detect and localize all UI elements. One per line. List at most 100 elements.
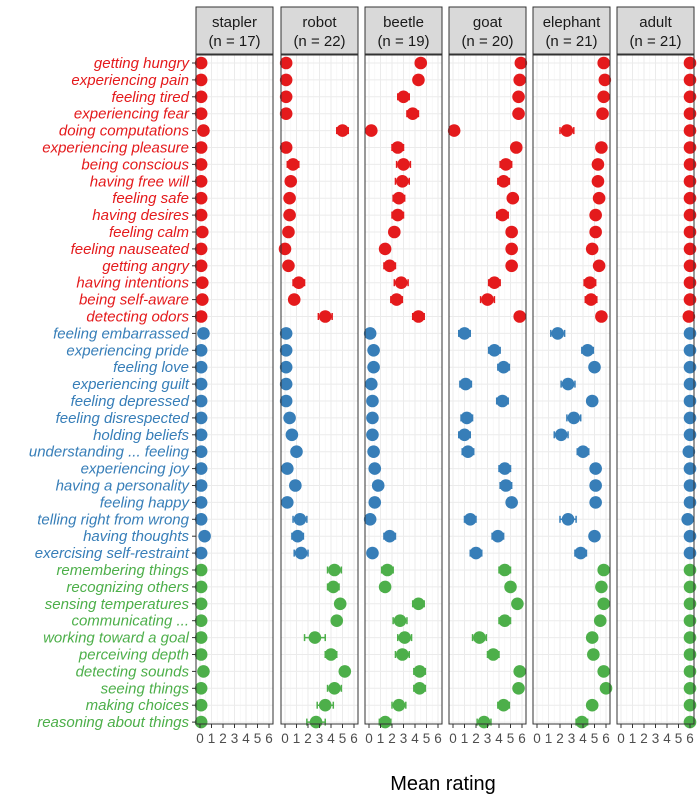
data-point [194,242,208,256]
facet-strip-elephant: elephant (n = 21) [532,6,611,55]
data-point [504,580,517,594]
x-tick-label: 4 [579,731,587,746]
data-point [194,394,208,408]
mean-marker [396,175,409,188]
mean-marker [583,276,597,290]
row-label: communicating ... [71,613,189,630]
data-point [198,529,211,543]
data-point [411,310,425,323]
data-point [279,73,293,87]
data-point [194,546,208,560]
row-label: feeling happy [100,494,191,511]
row-label: remembering things [56,562,189,579]
data-point [498,563,512,577]
data-point [390,293,404,306]
mean-marker [498,614,512,627]
mean-marker [294,546,308,560]
mean-marker [194,715,208,729]
data-point [317,310,333,323]
mean-marker [592,191,606,205]
mean-marker [278,242,292,256]
mean-marker [512,107,525,120]
x-tick-label: 5 [591,731,599,746]
mean-marker [363,513,377,526]
mean-marker [488,276,501,290]
data-point [683,276,697,290]
mean-marker [279,56,293,70]
mean-marker [683,479,697,492]
row-label: holding beliefs [93,427,189,444]
mean-marker [683,377,697,391]
mean-marker [595,141,608,154]
row-label: having a personality [56,478,191,495]
data-point [333,597,347,611]
mean-marker [589,208,602,222]
mean-marker [378,715,392,729]
data-point [497,360,511,374]
data-point [553,428,569,442]
data-point [513,665,526,678]
mean-marker [397,90,410,104]
row-label: detecting odors [86,309,189,326]
mean-marker [593,614,607,627]
row-label: feeling tired [111,89,189,106]
mean-marker [286,158,300,171]
mean-marker [513,310,526,323]
x-tick-label: 4 [327,731,335,746]
data-point [495,394,509,408]
data-point [597,90,610,104]
data-point [194,73,208,87]
data-point [391,208,405,222]
row-label: experiencing fear [74,106,190,123]
data-point [279,56,293,70]
mean-marker [197,327,210,340]
mean-marker [497,698,510,712]
x-tick-label: 1 [461,731,469,746]
mean-marker [498,462,512,475]
data-point [460,411,474,425]
data-point [283,411,296,425]
mean-marker [683,344,697,357]
data-point [391,141,405,154]
row-label: getting angry [102,258,190,275]
data-point [595,580,608,594]
data-point [194,259,208,273]
mean-marker [194,597,208,611]
mean-marker [460,411,474,425]
data-point [589,479,602,492]
data-point [411,597,425,611]
data-point [497,175,511,188]
mean-marker [458,327,471,340]
data-point [683,107,697,120]
mean-marker [683,73,697,87]
data-point [511,597,524,611]
mean-marker [683,428,697,442]
mean-marker [336,124,349,137]
facet-strip-background [616,6,695,55]
mean-marker [463,513,477,526]
row-label: recognizing others [66,579,189,596]
mean-marker [561,513,575,526]
mean-marker [551,327,564,340]
data-point [589,208,602,222]
mean-marker [196,293,209,306]
mean-marker [683,546,697,560]
facet-panel-goat [447,54,528,729]
x-tick-label: 2 [472,731,480,746]
mean-marker [587,648,600,661]
mean-marker [398,631,411,644]
data-point [367,344,380,357]
mean-marker [561,377,575,391]
data-point [598,73,612,87]
mean-marker [406,107,420,120]
x-tick-label: 6 [350,731,358,746]
mean-marker [318,698,332,712]
mean-marker [338,665,352,678]
facet-panel-elephant [532,54,613,729]
row-label: experiencing pride [66,342,189,359]
data-point [365,377,378,391]
x-tick-label: 5 [507,731,515,746]
mean-marker [589,479,602,492]
mean-marker [597,56,610,70]
mean-marker [194,445,208,459]
